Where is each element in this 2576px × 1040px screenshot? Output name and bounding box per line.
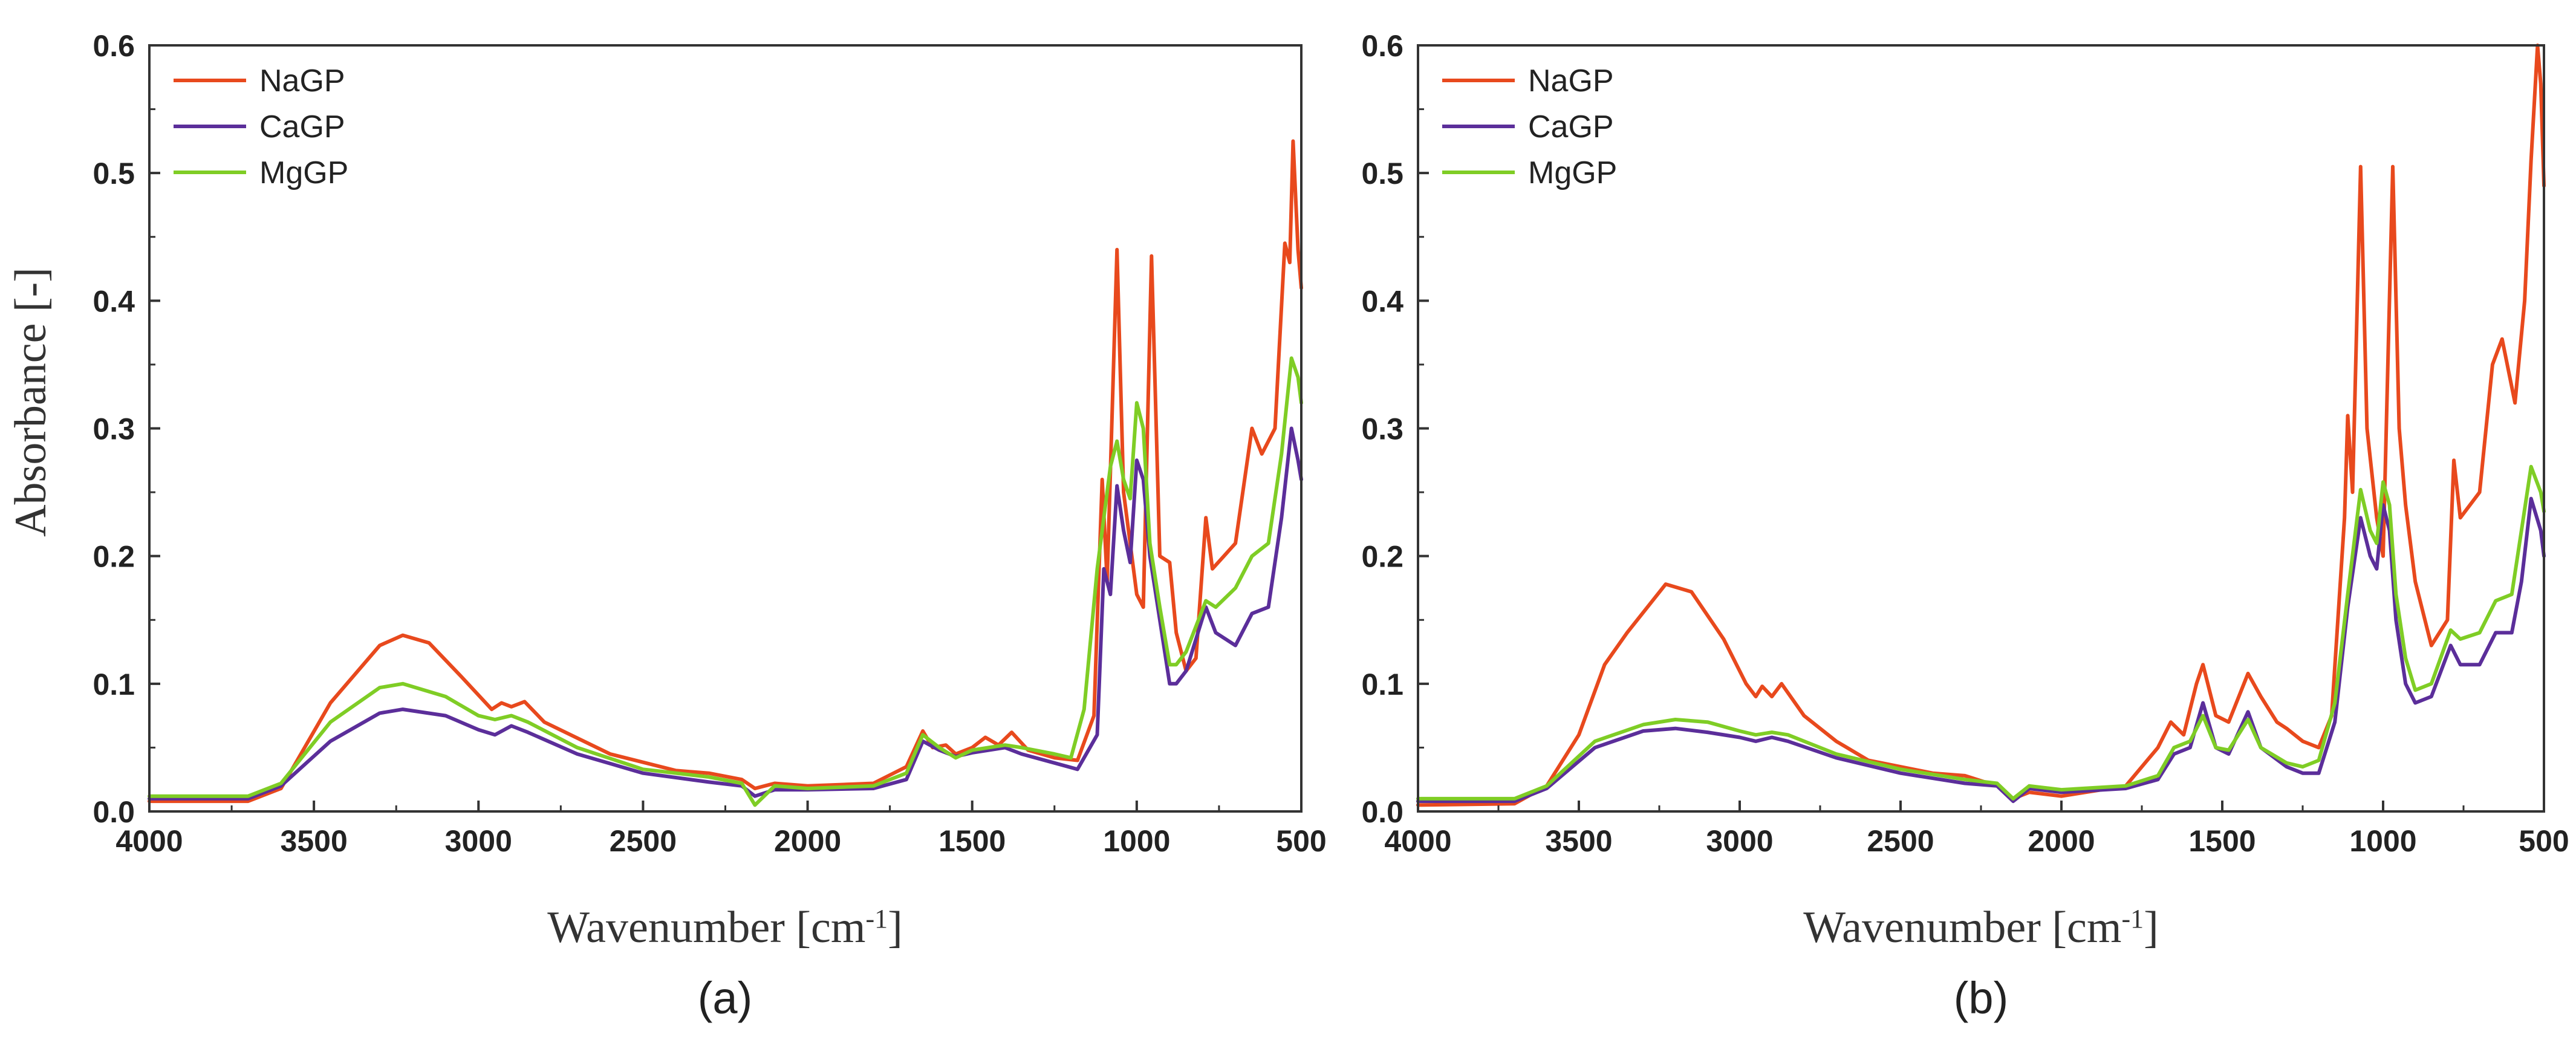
x-tick-label: 1500 bbox=[938, 824, 1006, 858]
y-tick-label: 0.0 bbox=[1361, 795, 1403, 829]
y-tick-label: 0.1 bbox=[93, 668, 135, 701]
x-tick-label: 2000 bbox=[2028, 824, 2095, 858]
x-tick-label: 2500 bbox=[610, 824, 677, 858]
x-axis-title: Wavenumber [cm-1] bbox=[1803, 903, 2159, 952]
legend-label-cagp: CaGP bbox=[259, 109, 345, 145]
x-tick-label: 2000 bbox=[774, 824, 841, 858]
x-tick-label: 1000 bbox=[2349, 824, 2416, 858]
y-tick-label: 0.2 bbox=[93, 540, 135, 574]
y-tick-label: 0.2 bbox=[1361, 540, 1403, 574]
series-line-nagp bbox=[1416, 44, 2546, 807]
chart-panel-b: 4000 3500 3000 2500 2000 1500 1000 500 0.0 0.1 0.2… bbox=[1361, 29, 2569, 1023]
legend-label-cagp: CaGP bbox=[1528, 109, 1614, 145]
y-tick-label: 0.0 bbox=[93, 795, 135, 829]
x-tick-label: 500 bbox=[2519, 824, 2569, 858]
x-tick-label: 3000 bbox=[1706, 824, 1773, 858]
series-line-mggp bbox=[1416, 464, 2546, 801]
series-line-mggp bbox=[148, 356, 1303, 807]
panel-label: (b) bbox=[1954, 973, 2008, 1023]
legend-label-mggp: MgGP bbox=[259, 155, 348, 190]
x-tick-label: 1500 bbox=[2188, 824, 2256, 858]
x-tick-label: 4000 bbox=[1384, 824, 1451, 858]
y-axis-title: Absorbance [-] bbox=[6, 267, 56, 537]
y-tick-label: 0.6 bbox=[93, 29, 135, 63]
y-tick-label: 0.1 bbox=[1361, 668, 1403, 701]
chart-panel-a: 4000 3500 3000 2500 2000 1500 1000 500 0.0 0.1 0.2… bbox=[93, 29, 1326, 1023]
series-line-cagp bbox=[148, 426, 1303, 801]
x-tick-label: 2500 bbox=[1867, 824, 1934, 858]
y-tick-label: 0.6 bbox=[1361, 29, 1403, 63]
legend-label-nagp: NaGP bbox=[1528, 63, 1614, 99]
x-tick-label: 3500 bbox=[281, 824, 348, 858]
y-tick-label: 0.4 bbox=[1361, 284, 1403, 318]
x-tick-label: 3000 bbox=[445, 824, 512, 858]
x-axis-title: Wavenumber [cm-1] bbox=[547, 903, 903, 952]
y-tick-label: 0.4 bbox=[93, 284, 135, 318]
y-tick-label: 0.3 bbox=[1361, 412, 1403, 446]
y-tick-label: 0.3 bbox=[93, 412, 135, 446]
y-tick-label: 0.5 bbox=[1361, 157, 1403, 190]
legend-label-mggp: MgGP bbox=[1528, 155, 1617, 190]
x-tick-label: 3500 bbox=[1545, 824, 1612, 858]
panel-label: (a) bbox=[698, 973, 752, 1023]
legend-label-nagp: NaGP bbox=[259, 63, 345, 99]
x-tick-label: 1000 bbox=[1103, 824, 1170, 858]
x-tick-label: 4000 bbox=[115, 824, 183, 858]
x-tick-label: 500 bbox=[1276, 824, 1326, 858]
series-line-nagp bbox=[148, 139, 1303, 804]
y-tick-label: 0.5 bbox=[93, 157, 135, 190]
